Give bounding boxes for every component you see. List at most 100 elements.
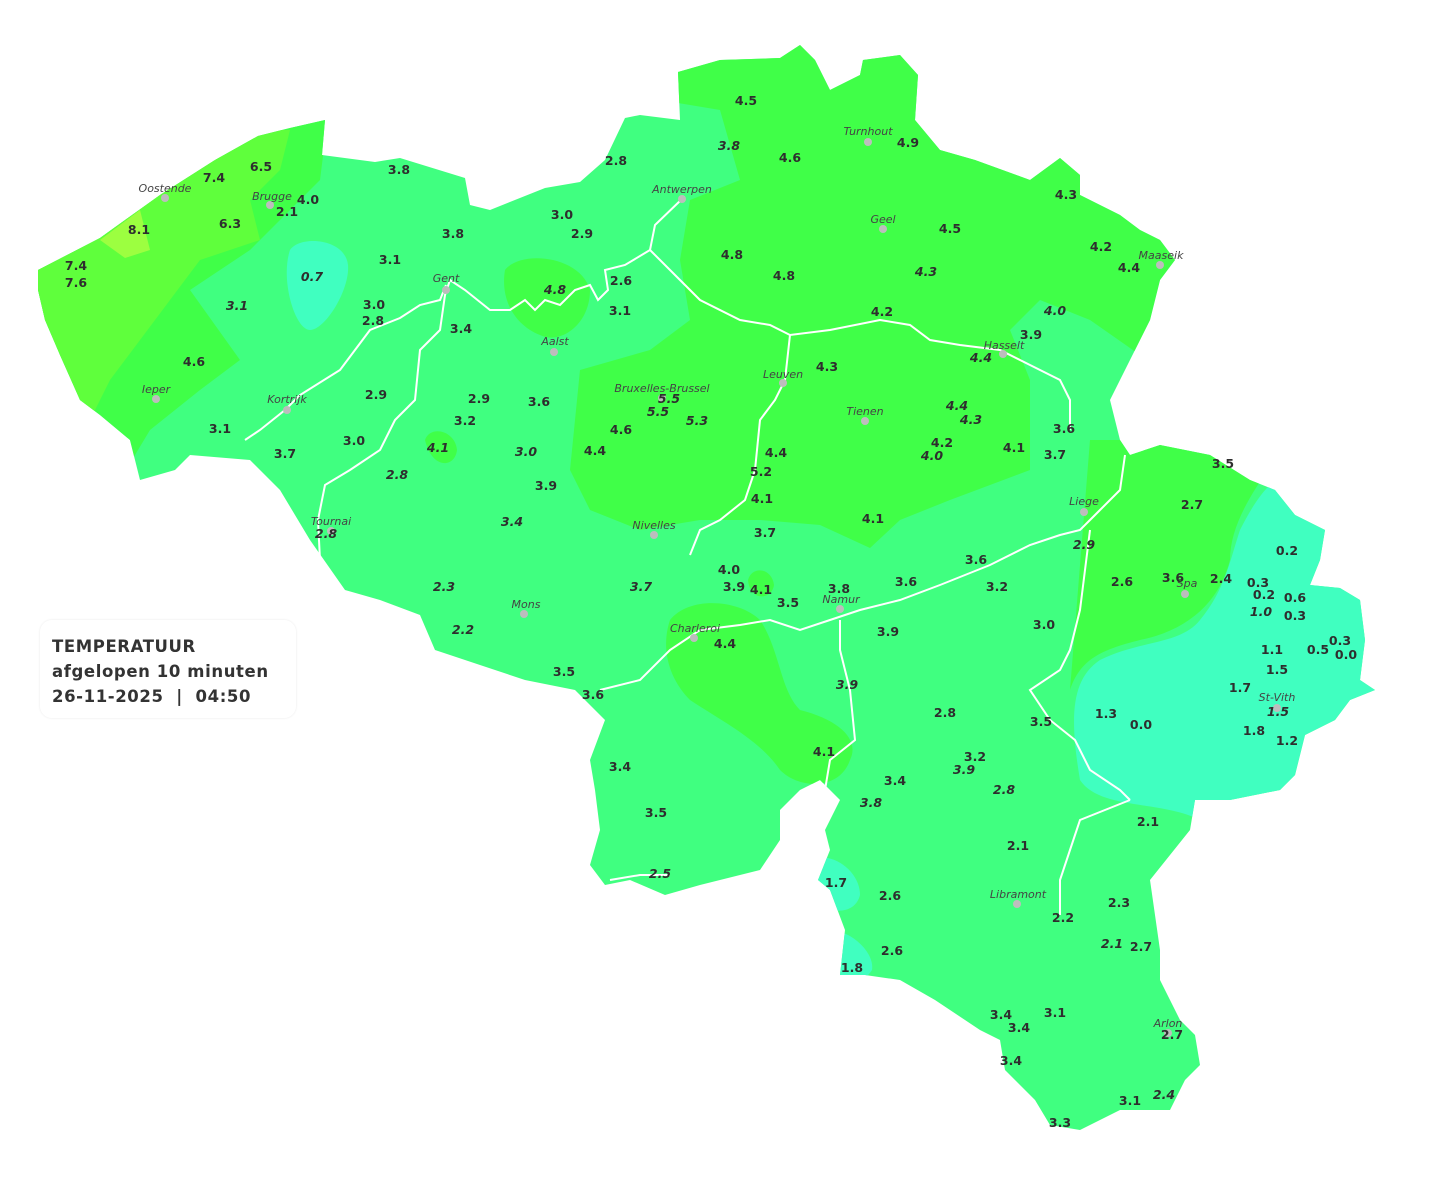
temperature-reading: 2.9: [365, 387, 387, 402]
temperature-reading: 1.2: [1276, 733, 1298, 748]
temperature-reading: 4.0: [718, 562, 740, 577]
temperature-reading: 3.4: [501, 514, 523, 529]
city-label: Tournai: [311, 515, 351, 528]
temperature-reading: 6.3: [219, 216, 241, 231]
coast-lime-zone: [38, 130, 290, 440]
ourthe-river: [1028, 529, 1131, 801]
viroin-river: [609, 874, 670, 881]
temperature-reading: 3.7: [754, 525, 776, 540]
temperature-reading: 3.0: [343, 433, 365, 448]
temperature-reading: 2.6: [1111, 574, 1133, 589]
temperature-reading: 5.3: [686, 413, 708, 428]
temperature-reading: 4.9: [897, 135, 919, 150]
temperature-reading: 4.0: [920, 448, 943, 463]
legend-subtitle: afgelopen 10 minuten: [52, 662, 269, 681]
city-leuven: Leuven: [763, 368, 803, 387]
temperature-reading: 2.8: [934, 705, 956, 720]
temperature-reading: 0.3: [1247, 575, 1269, 590]
temperature-reading: 0.0: [1130, 717, 1152, 732]
temperature-reading: 3.1: [1119, 1093, 1141, 1108]
city-nivelles: Nivelles: [632, 519, 676, 539]
meuse-south-river: [824, 620, 857, 791]
temperature-reading: 3.6: [1162, 570, 1184, 585]
city-label: Ieper: [142, 383, 172, 396]
city-dot: [550, 348, 558, 356]
city-dot: [1013, 900, 1021, 908]
cities-layer: Oostende Brugge Antwerpen Turnhout Geel Maase…: [139, 125, 1295, 1037]
temperature-reading: 2.6: [610, 273, 632, 288]
city-label: Aalst: [540, 335, 569, 348]
temperature-reading: 5.5: [647, 404, 669, 419]
city-label: Geel: [870, 213, 895, 226]
temperature-reading: 4.8: [773, 268, 795, 283]
temperature-reading: 3.0: [515, 444, 537, 459]
temperature-reading: 4.0: [297, 192, 319, 207]
temperature-reading: 2.8: [362, 313, 384, 328]
city-dot: [690, 634, 698, 642]
temperature-reading: 2.8: [993, 782, 1015, 797]
city-label: Mons: [512, 598, 541, 611]
temperature-reading: 2.4: [1210, 571, 1232, 586]
temperature-reading: 4.2: [931, 435, 953, 450]
temperature-reading: 3.6: [965, 552, 987, 567]
temperature-reading: 2.8: [605, 153, 627, 168]
city-label: Nivelles: [632, 519, 675, 532]
city-dot: [1080, 508, 1088, 516]
temperature-reading: 4.3: [959, 412, 982, 427]
temperature-reading: 1.1: [1261, 642, 1283, 657]
temperature-reading: 1.8: [841, 960, 863, 975]
city-label: Antwerpen: [651, 183, 712, 196]
temperature-reading: 3.9: [1020, 327, 1042, 342]
city-label: Liege: [1069, 495, 1099, 508]
temperature-reading: 2.1: [276, 204, 298, 219]
city-dot: [678, 195, 686, 203]
city-dot: [1156, 261, 1164, 269]
oostende-yellow-zone: [100, 210, 150, 258]
temperature-reading: 3.5: [645, 805, 667, 820]
temperature-reading: 3.2: [454, 413, 476, 428]
city-label: Bruxelles-Brussel: [614, 382, 709, 395]
temperature-reading: 3.9: [535, 478, 557, 493]
temperature-reading: 0.2: [1253, 587, 1275, 602]
temperature-reading: 2.8: [315, 526, 337, 541]
city-bruxelles-brussel: Bruxelles-Brussel: [614, 382, 710, 402]
temperature-reading: 2.6: [879, 888, 901, 903]
legend-datetime: 26-11-2025 | 04:50: [52, 687, 252, 706]
city-ieper: Ieper: [142, 383, 172, 403]
temperature-reading: 4.6: [610, 422, 632, 437]
city-antwerpen: Antwerpen: [651, 183, 712, 203]
temperature-reading: 2.7: [1130, 939, 1152, 954]
city-libramont: Libramont: [990, 888, 1047, 908]
temperature-reading: 3.4: [1008, 1020, 1030, 1035]
temperature-reading: 2.2: [452, 622, 474, 637]
temperature-reading: 4.4: [714, 636, 736, 651]
temperature-reading: 3.4: [1000, 1053, 1022, 1068]
city-st-vith: St-Vith: [1259, 691, 1295, 712]
city-brugge: Brugge: [252, 190, 292, 209]
temperature-reading: 1.7: [1229, 680, 1251, 695]
temperature-reading: 2.4: [1153, 1087, 1175, 1102]
temperature-reading: 7.6: [65, 275, 87, 290]
temperature-reading: 2.2: [1052, 910, 1074, 925]
temperature-reading: 6.5: [250, 159, 272, 174]
city-arlon: Arlon: [1153, 1017, 1182, 1037]
city-hasselt: Hasselt: [984, 339, 1025, 358]
temperature-reading: 3.8: [388, 162, 410, 177]
city-label: Libramont: [990, 888, 1047, 901]
city-label: Namur: [822, 593, 861, 606]
temperature-reading: 3.9: [836, 677, 858, 692]
readings-layer: 4.53.84.64.92.83.86.57.44.02.16.38.13.02…: [65, 93, 1357, 1130]
city-mons: Mons: [512, 598, 541, 618]
temperature-reading: 4.4: [584, 443, 606, 458]
city-tienen: Tienen: [846, 405, 884, 425]
temperature-reading: 4.1: [426, 440, 449, 455]
city-dot: [861, 417, 869, 425]
temperature-reading: 3.1: [1044, 1005, 1066, 1020]
temperature-reading: 4.6: [183, 354, 205, 369]
temperature-reading: 2.9: [1073, 537, 1095, 552]
temperature-reading: 0.7: [301, 269, 323, 284]
temperature-reading: 2.3: [433, 579, 455, 594]
temperature-reading: 4.6: [779, 150, 801, 165]
temperature-reading: 7.4: [203, 170, 225, 185]
temperature-reading: 4.5: [939, 221, 961, 236]
